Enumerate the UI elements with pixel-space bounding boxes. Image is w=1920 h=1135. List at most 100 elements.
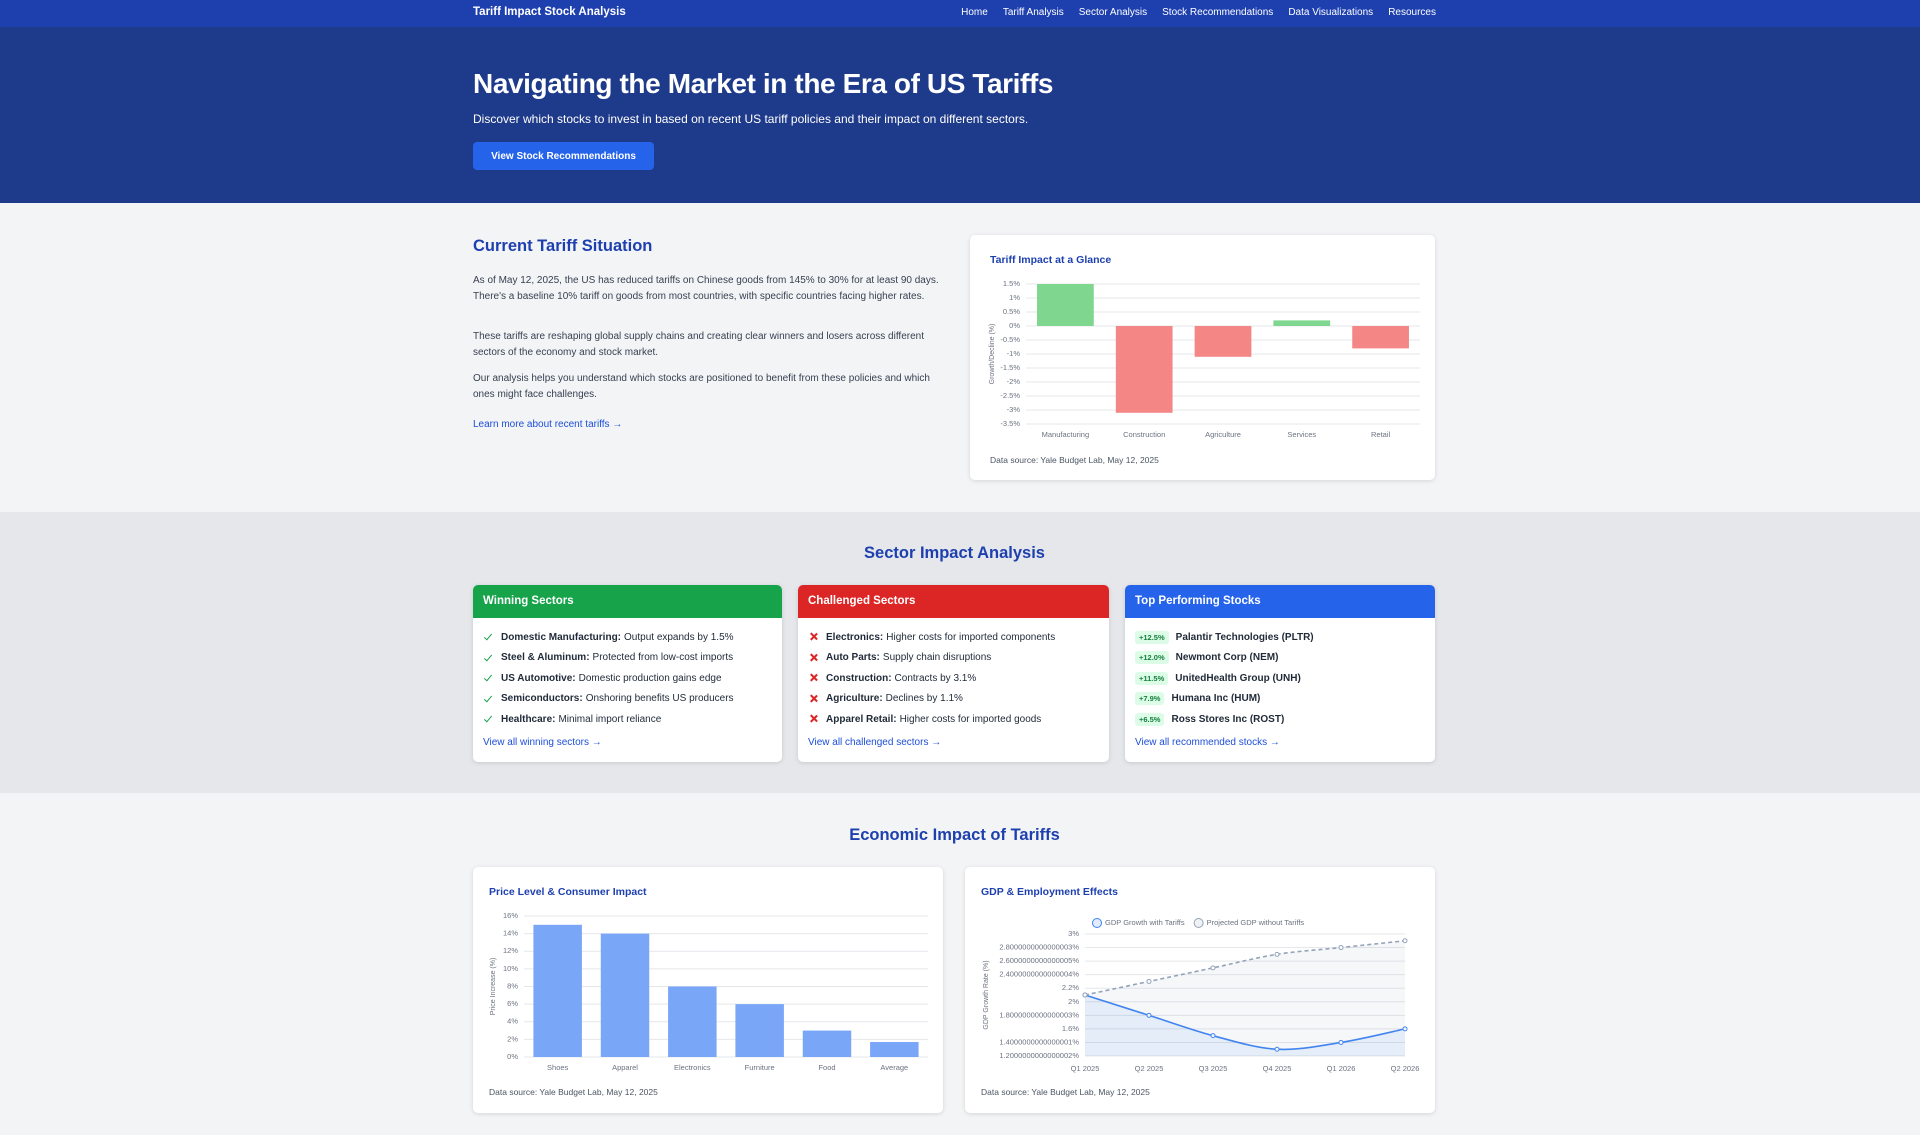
y-tick-label: 0.5% — [1003, 307, 1020, 316]
card-list: Electronics: Higher costs for imported co… — [798, 618, 1109, 730]
bar — [533, 924, 582, 1057]
point — [1338, 1039, 1344, 1045]
item-text: Supply chain disruptions — [882, 652, 992, 664]
x-tick-label: Furniture — [745, 1063, 775, 1072]
item-label: Construction: — [826, 672, 892, 684]
point — [1274, 951, 1280, 957]
nav-link[interactable]: Tariff Analysis — [1002, 6, 1064, 18]
learn-more-link[interactable]: Learn more about recent tariffs → — [473, 419, 623, 430]
section-heading: Economic Impact of Tariffs — [849, 826, 1060, 844]
card-header: Top Performing Stocks — [1125, 585, 1435, 618]
legend-swatch[interactable] — [1092, 918, 1102, 928]
stock-change: +6.5% — [1135, 712, 1165, 726]
y-axis-title: Growth/Decline (%) — [989, 324, 996, 385]
x-tick-label: Q4 2025 — [1263, 1064, 1292, 1073]
bar — [600, 933, 650, 1057]
y-tick-label: 2.2% — [1062, 983, 1079, 992]
x-tick-label: Q1 2026 — [1327, 1064, 1356, 1073]
nav-link[interactable]: Sector Analysis — [1078, 6, 1148, 18]
stock-change: +11.5% — [1135, 671, 1169, 685]
y-tick-label: 0% — [507, 1052, 518, 1061]
y-tick-label: 14% — [503, 929, 518, 938]
item-text: Output expands by 1.5% — [624, 631, 734, 643]
list-item: Electronics: Higher costs for imported co… — [808, 627, 1099, 648]
x-tick-label: Agriculture — [1205, 430, 1241, 439]
check-icon — [483, 694, 495, 704]
chart: Price Level & Consumer Impact Data source… — [489, 886, 928, 1097]
section-heading: Current Tariff Situation — [473, 237, 653, 255]
y-tick-label: 6% — [507, 999, 518, 1008]
legend-label[interactable]: GDP Growth with Tariffs — [1105, 918, 1185, 927]
cross-icon — [808, 714, 820, 724]
y-tick-label: 2.6000000000000005% — [999, 956, 1079, 965]
point — [1274, 1046, 1280, 1052]
bar — [1352, 326, 1409, 349]
list-item: Semiconductors: Onshoring benefits US pro… — [483, 689, 772, 710]
card-link[interactable]: View all challenged sectors → — [808, 736, 942, 748]
line — [1084, 994, 1406, 1051]
stock-item: +12.5% Palantir Technologies (PLTR) — [1135, 627, 1425, 648]
brand[interactable]: Tariff Impact Stock Analysis — [473, 6, 626, 18]
item-label: Agriculture: — [826, 693, 883, 705]
hero: Navigating the Market in the Era of US T… — [0, 27, 1920, 203]
nav-link[interactable]: Home — [961, 6, 988, 18]
chart-source: Data source: Yale Budget Lab, May 12, 20… — [981, 1087, 1150, 1097]
point — [1402, 938, 1408, 944]
item-text: Minimal import reliance — [558, 713, 662, 725]
section-heading: Sector Impact Analysis — [864, 544, 1045, 562]
y-tick-label: -2.5% — [1000, 391, 1020, 400]
point — [1146, 978, 1152, 984]
stock-name: Palantir Technologies (PLTR) — [1175, 631, 1314, 643]
x-tick-label: Construction — [1123, 430, 1165, 439]
item-text: Declines by 1.1% — [885, 693, 963, 705]
stock-item: +12.0% Newmont Corp (NEM) — [1135, 648, 1425, 669]
nav-link[interactable]: Data Visualizations — [1288, 6, 1374, 18]
paragraph: These tariffs are reshaping global suppl… — [473, 331, 924, 358]
point — [1146, 1012, 1152, 1018]
item-text: Domestic production gains edge — [578, 672, 722, 684]
chart-title: Tariff Impact at a Glance — [990, 254, 1111, 266]
y-tick-label: 3% — [1068, 929, 1079, 938]
card-link[interactable]: View all recommended stocks → — [1135, 736, 1280, 748]
item-text: Contracts by 3.1% — [894, 672, 977, 684]
list-item: Auto Parts: Supply chain disruptions — [808, 648, 1099, 669]
economic-section — [0, 793, 1920, 1135]
y-tick-label: 2% — [507, 1034, 518, 1043]
stock-item: +6.5% Ross Stores Inc (ROST) — [1135, 709, 1425, 730]
card-link[interactable]: View all winning sectors → — [483, 736, 602, 748]
bar — [1115, 326, 1173, 413]
check-icon — [483, 714, 495, 724]
sector-card: Top Performing Stocks +12.5% Palantir Tech… — [1125, 585, 1435, 762]
chart-card: Price Level & Consumer Impact Data source… — [473, 867, 943, 1113]
nav-link[interactable]: Resources — [1388, 6, 1436, 18]
point — [1338, 945, 1344, 951]
legend-swatch[interactable] — [1193, 918, 1204, 928]
bar — [735, 1004, 784, 1057]
item-text: Protected from low-cost imports — [592, 652, 734, 664]
item-label: Apparel Retail: — [826, 713, 897, 725]
y-tick-label: 1.6% — [1062, 1024, 1079, 1033]
legend-label[interactable]: Projected GDP without Tariffs — [1207, 918, 1305, 927]
stock-change: +12.0% — [1135, 651, 1169, 665]
stock-name: Newmont Corp (NEM) — [1175, 652, 1279, 664]
y-tick-label: 1.2000000000000002% — [999, 1051, 1079, 1060]
paragraph: Our analysis helps you understand which … — [473, 373, 930, 400]
list-item: Construction: Contracts by 3.1% — [808, 668, 1099, 689]
y-tick-label: -2% — [1007, 377, 1021, 386]
y-tick-label: 2.8000000000000003% — [999, 943, 1079, 952]
stock-name: UnitedHealth Group (UNH) — [1175, 672, 1301, 684]
nav-link[interactable]: Stock Recommendations — [1162, 6, 1274, 18]
point — [1210, 965, 1216, 971]
x-tick-label: Average — [880, 1063, 908, 1072]
y-tick-label: -3% — [1007, 405, 1021, 414]
y-tick-label: 1.4000000000000001% — [999, 1037, 1079, 1046]
cross-icon — [808, 632, 820, 642]
cta-button[interactable]: View Stock Recommendations — [473, 142, 654, 170]
chart-source: Data source: Yale Budget Lab, May 12, 20… — [489, 1087, 658, 1097]
x-tick-label: Retail — [1371, 430, 1391, 439]
navbar: Tariff Impact Stock Analysis Home Tariff … — [0, 0, 1920, 27]
x-tick-label: Q1 2025 — [1071, 1064, 1100, 1073]
list-item: Steel & Aluminum: Protected from low-cost… — [483, 648, 772, 669]
list-item: Apparel Retail: Higher costs for imported… — [808, 709, 1099, 730]
